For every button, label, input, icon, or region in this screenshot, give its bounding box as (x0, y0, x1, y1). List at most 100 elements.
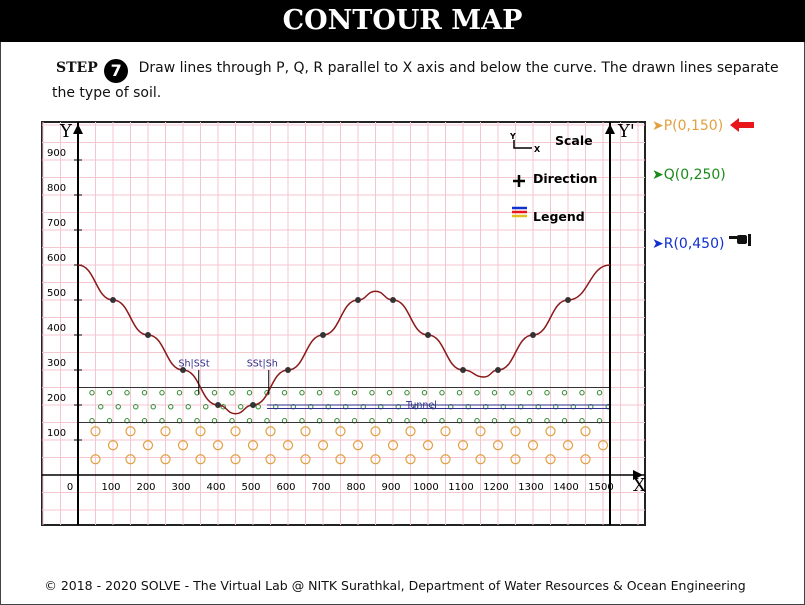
point-q-text[interactable]: ➤Q(0,250) (652, 167, 726, 183)
y-tick-label: 500 (47, 288, 66, 299)
soil-marker-green (211, 390, 218, 396)
direction-icon (513, 175, 525, 187)
profile-point[interactable] (180, 367, 186, 373)
x-tick-label: 300 (171, 482, 190, 493)
point-p-label[interactable]: ➤P(0,150) (652, 118, 754, 134)
soil-marker-green (404, 390, 410, 396)
x-tick-label: 100 (101, 482, 120, 493)
point-p-text[interactable]: ➤P(0,150) (652, 118, 724, 134)
soil-marker-orange (405, 454, 416, 465)
soil-marker-green (115, 404, 121, 410)
point-r-label[interactable]: ➤R(0,450) (652, 234, 751, 252)
scale-axis-x-label: X (534, 145, 541, 154)
y-axis-label: Y (59, 121, 73, 142)
soil-marker-green (106, 390, 113, 396)
scale-axis-y-label: Y (509, 132, 516, 141)
soil-marker-green (456, 390, 463, 396)
x-tick-label: 1300 (518, 482, 543, 493)
profile-point[interactable] (355, 297, 361, 303)
y-tick-label: 300 (47, 358, 66, 369)
scale-button[interactable]: Scale (555, 133, 593, 148)
soil-marker-green (185, 404, 191, 410)
profile-point[interactable] (460, 367, 466, 373)
pointing-hand-icon (728, 234, 751, 246)
soil-marker-green (220, 404, 226, 410)
soil-marker-orange (142, 440, 154, 451)
soil-marker-orange (282, 440, 294, 451)
profile-point[interactable] (145, 332, 151, 338)
direction-button[interactable]: Direction (533, 171, 597, 186)
profile-point[interactable] (215, 402, 221, 408)
profile-point[interactable] (390, 297, 396, 303)
soil-marker-orange (370, 454, 381, 465)
soil-marker-green (561, 390, 568, 396)
soil-annotation: Sh|SSt (179, 359, 210, 370)
soil-marker-green (281, 390, 288, 396)
soil-marker-orange (370, 426, 381, 437)
profile-point[interactable] (425, 332, 431, 338)
soil-marker-green (141, 390, 148, 396)
soil-marker-orange (300, 426, 311, 437)
soil-marker-green (89, 390, 95, 396)
point-q-label[interactable]: ➤Q(0,250) (652, 167, 726, 183)
soil-marker-orange (177, 440, 189, 451)
soil-marker-orange (125, 426, 136, 437)
x-axis-label: X (633, 475, 646, 496)
legend-button[interactable]: Legend (533, 209, 585, 224)
x-tick-label: 700 (311, 482, 330, 493)
y-prime-axis-arrow-icon (605, 124, 615, 134)
x-tick-label: 0 (67, 482, 73, 493)
step-instruction: Draw lines through P, Q, R parallel to X… (52, 60, 779, 101)
soil-marker-orange (160, 454, 171, 465)
x-tick-label: 1500 (588, 482, 613, 493)
soil-marker-green (386, 390, 393, 396)
soil-marker-green (246, 390, 253, 396)
profile-point[interactable] (530, 332, 536, 338)
step-instruction-block: STEP 7 Draw lines through P, Q, R parall… (52, 58, 792, 104)
x-tick-label: 1400 (553, 482, 578, 493)
soil-marker-green (229, 390, 235, 396)
profile-point[interactable] (495, 367, 501, 373)
soil-marker-orange (265, 426, 276, 437)
soil-marker-green (369, 390, 375, 396)
soil-marker-orange (300, 454, 311, 465)
profile-point[interactable] (285, 367, 291, 373)
soil-marker-orange (90, 426, 101, 437)
y-tick-label: 100 (47, 428, 66, 439)
soil-marker-green (299, 390, 305, 396)
soil-marker-orange (387, 440, 399, 451)
soil-marker-green (176, 390, 183, 396)
soil-marker-orange (510, 454, 521, 465)
soil-marker-green (491, 390, 498, 396)
soil-marker-green (579, 390, 585, 396)
soil-marker-orange (597, 440, 609, 451)
scale-icon (513, 140, 532, 149)
y-axis-arrow-icon (73, 124, 83, 134)
soil-marker-green (159, 390, 165, 396)
x-tick-label: 900 (381, 482, 400, 493)
soil-marker-orange (352, 440, 364, 451)
soil-marker-orange (527, 440, 539, 451)
soil-marker-orange (195, 426, 206, 437)
profile-point[interactable] (320, 332, 326, 338)
soil-marker-orange (90, 454, 101, 465)
soil-annotation: Tunnel (405, 400, 437, 411)
y-tick-label: 900 (47, 148, 66, 159)
soil-marker-green (203, 404, 209, 410)
profile-point[interactable] (110, 297, 116, 303)
soil-marker-green (351, 390, 358, 396)
profile-point[interactable] (565, 297, 571, 303)
profile-point[interactable] (250, 402, 256, 408)
soil-marker-orange (160, 426, 171, 437)
point-r-text[interactable]: ➤R(0,450) (652, 236, 725, 252)
soil-marker-orange (230, 426, 241, 437)
soil-marker-green (474, 390, 480, 396)
x-tick-label: 1000 (413, 482, 438, 493)
soil-marker-orange (405, 426, 416, 437)
x-tick-label: 1200 (483, 482, 508, 493)
soil-marker-orange (265, 454, 276, 465)
soil-marker-orange (440, 426, 451, 437)
soil-marker-orange (562, 440, 574, 451)
soil-marker-green (168, 404, 174, 410)
